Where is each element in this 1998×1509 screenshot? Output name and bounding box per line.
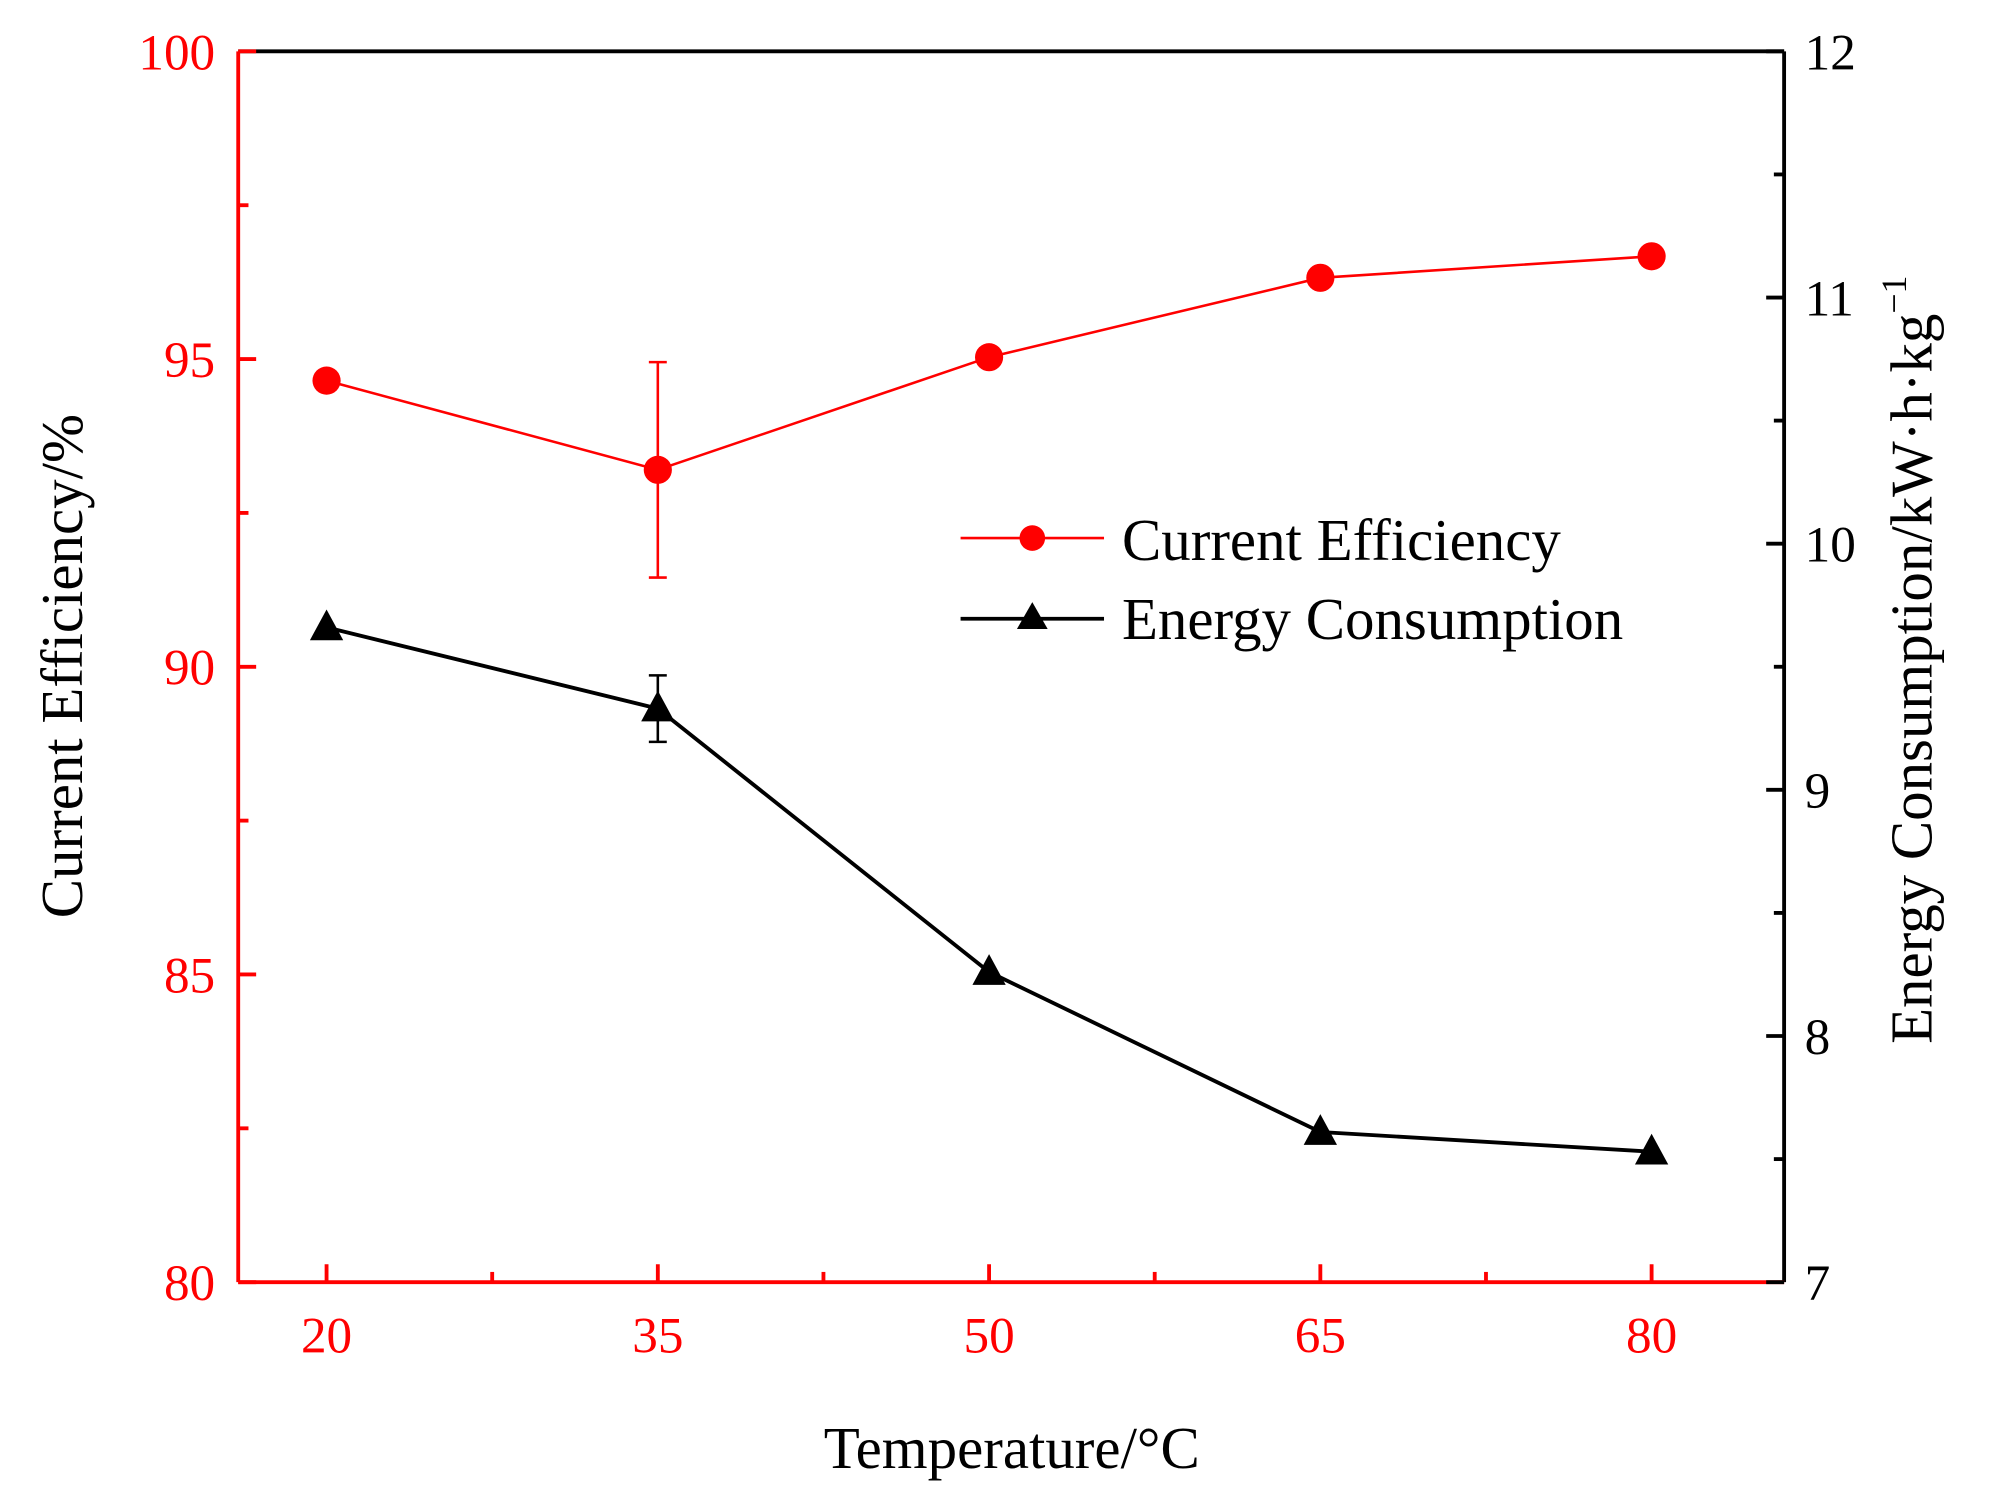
legend-ec-label: Energy Consumption [1122,587,1623,652]
legend-ec-marker [1016,602,1048,629]
y-axis-left-label: Current Efficiency/% [30,414,95,918]
series-line-energy-consumption [326,625,1652,1154]
y-left-tick-label: 90 [164,640,215,697]
x-tick-label: 20 [301,1308,352,1365]
y-left-tick-label: 80 [164,1255,215,1312]
legend-ce-label: Current Efficiency [1122,508,1561,573]
data-point [974,343,1004,372]
y-right-tick-label: 10 [1805,517,1856,574]
data-point [643,455,672,484]
y-right-tick-label: 11 [1805,270,1854,327]
y-axis-right-label-main: Energy Consumption/kW·h·kg [1879,314,1944,1044]
y-axis-right-label: Energy Consumption/kW·h·kg−1 [1874,276,1945,1044]
data-point [1303,1114,1337,1145]
y-right-tick-label: 8 [1805,1009,1831,1066]
x-axis-label: Temperature/°C [824,1416,1200,1481]
data-point [312,366,341,395]
y-right-tick-label: 7 [1805,1255,1831,1312]
y-left-tick-label: 85 [164,947,215,1004]
data-point [1634,1133,1669,1165]
data-point [641,690,675,722]
y-left-tick-label: 95 [164,332,215,389]
data-point [972,954,1006,985]
data-point [309,609,344,641]
x-tick-label: 80 [1626,1308,1677,1365]
y-left-tick-label: 100 [138,24,215,81]
y-right-tick-label: 12 [1805,24,1856,81]
x-tick-label: 50 [963,1308,1014,1365]
data-point [1637,242,1666,271]
x-tick-label: 35 [632,1308,683,1365]
legend-ce-marker [1019,525,1046,551]
data-point [1306,263,1335,292]
y-right-tick-label: 9 [1805,763,1831,820]
legend: Current Efficiency Energy Consumption [960,508,1623,652]
y-axis-right-label-sup: −1 [1874,276,1914,314]
x-tick-label: 65 [1295,1308,1346,1365]
